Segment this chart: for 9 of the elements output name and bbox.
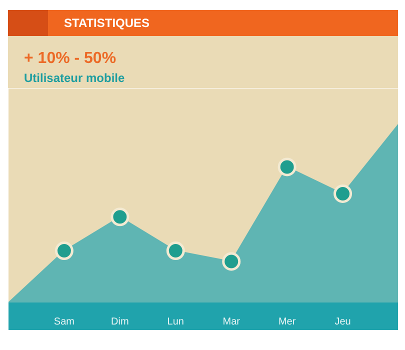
x-tick-label: Mer xyxy=(278,316,296,328)
x-tick-label: Lun xyxy=(167,316,184,328)
text: Utilisateur mobile xyxy=(24,70,125,87)
x-tick-label: Dim xyxy=(111,316,129,328)
x-tick-label: Sam xyxy=(54,316,74,328)
chart-title: STATISTIQUES xyxy=(64,15,150,32)
x-tick-label: Jeu xyxy=(334,316,351,328)
chart-subtitle: + 10% - 50% xyxy=(24,49,116,69)
x-tick-label: Mar xyxy=(222,316,241,328)
